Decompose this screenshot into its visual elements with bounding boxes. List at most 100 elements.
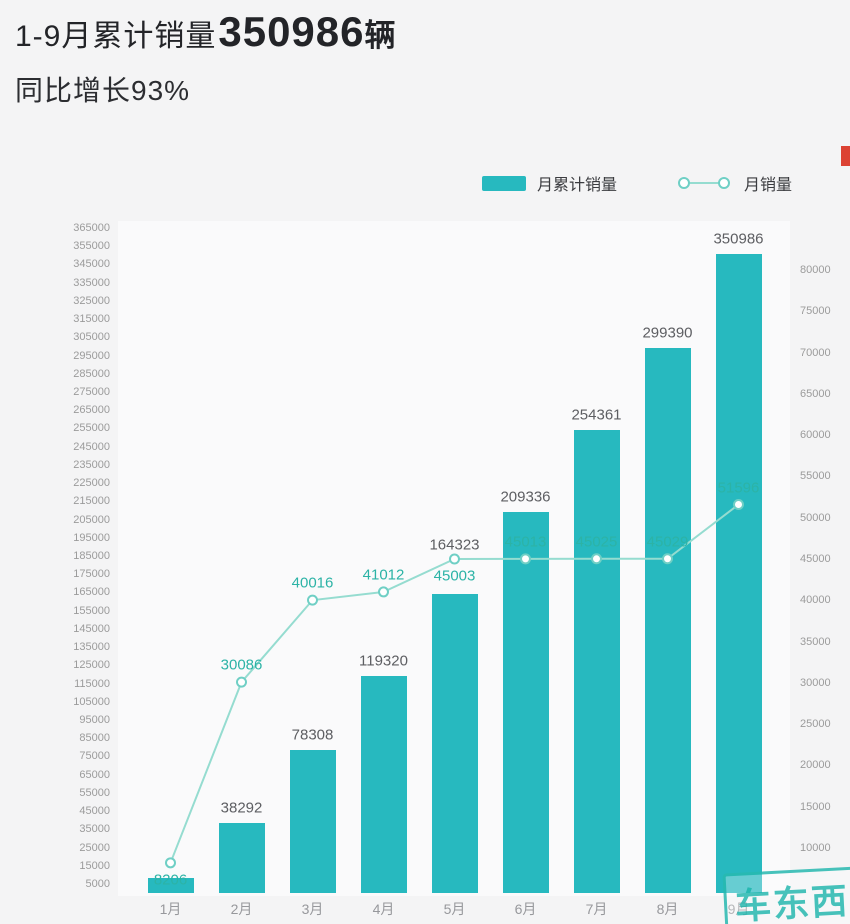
yoy-growth-subtitle: 同比增长93% xyxy=(15,75,191,106)
left-axis-tick-label: 205000 xyxy=(73,513,110,526)
right-axis-tick-label: 55000 xyxy=(800,470,831,483)
cumulative-sales-value-label: 254361 xyxy=(571,406,622,424)
left-axis-tick-label: 285000 xyxy=(73,367,110,380)
left-axis-tick-label: 95000 xyxy=(79,714,110,726)
cumulative-sales-bar xyxy=(289,750,336,893)
left-axis-tick-label: 235000 xyxy=(73,458,110,471)
x-axis-category-label: 2月 xyxy=(230,901,253,917)
left-axis-tick-label: 275000 xyxy=(73,386,110,398)
accent-tab xyxy=(841,146,850,166)
cumulative-sales-bar xyxy=(573,429,620,893)
page-title: 1-9月累计销量 350986 辆 xyxy=(15,8,396,56)
left-axis-tick-label: 65000 xyxy=(79,768,110,781)
left-axis-tick-label: 45000 xyxy=(79,805,110,818)
title-total-number: 350986 xyxy=(218,8,365,55)
chart-legend: 月累计销量 月销量 xyxy=(482,171,792,195)
left-axis-tick-label: 325000 xyxy=(73,294,110,307)
right-axis-tick-label: 50000 xyxy=(800,511,831,524)
monthly-sales-value-label: 45029 xyxy=(646,533,689,551)
legend-bar-label: 月累计销量 xyxy=(537,177,618,194)
left-axis-tick-label: 355000 xyxy=(73,240,110,253)
left-axis-tick-label: 5000 xyxy=(85,878,110,890)
cumulative-sales-value-label: 209336 xyxy=(500,488,551,506)
monthly-sales-value-label: 45025 xyxy=(575,533,618,551)
left-axis-tick-label: 345000 xyxy=(73,258,110,271)
right-axis-tick-label: 60000 xyxy=(800,429,831,442)
cumulative-sales-bar xyxy=(715,253,762,893)
cumulative-sales-bar xyxy=(431,593,478,893)
x-axis-category-label: 9月 xyxy=(727,901,750,917)
line-point-marker xyxy=(378,586,389,598)
monthly-sales-value-label: 41012 xyxy=(362,566,405,584)
left-axis-tick-label: 55000 xyxy=(79,786,110,799)
cumulative-sales-value-label: 164323 xyxy=(429,536,480,554)
left-axis-tick-label: 165000 xyxy=(73,586,110,599)
watermark-text: 车东西 xyxy=(734,880,850,924)
header: 1-9月累计销量 350986 辆 同比增长93% xyxy=(15,8,396,109)
right-axis-tick-label: 80000 xyxy=(800,264,831,276)
title-prefix: 1-9月累计销量 xyxy=(15,20,217,53)
left-axis-tick-label: 255000 xyxy=(73,422,110,435)
cumulative-sales-value-label: 299390 xyxy=(642,324,693,342)
right-axis-tick-label: 45000 xyxy=(800,553,831,565)
cumulative-sales-value-label: 119320 xyxy=(359,652,408,670)
right-axis-tick-label: 10000 xyxy=(800,842,831,854)
x-axis-category-label: 4月 xyxy=(372,901,395,917)
line-point-marker xyxy=(165,857,176,869)
cumulative-sales-bar xyxy=(218,823,265,893)
left-axis-tick-label: 145000 xyxy=(73,622,110,635)
monthly-sales-value-label: 51596 xyxy=(717,479,760,497)
line-series-swatch-icon xyxy=(678,177,731,189)
line-point-marker xyxy=(307,594,318,606)
left-axis-tick-label: 135000 xyxy=(73,641,110,654)
title-unit: 辆 xyxy=(364,18,396,53)
right-axis-tick-label: 15000 xyxy=(800,800,831,813)
right-axis-tick-label: 65000 xyxy=(800,387,831,400)
left-axis-tick-label: 245000 xyxy=(73,440,110,453)
monthly-sales-value-label: 40016 xyxy=(291,574,334,592)
left-axis-tick-label: 185000 xyxy=(73,550,110,562)
x-axis-category-label: 1月 xyxy=(159,901,182,917)
left-axis-tick-label: 295000 xyxy=(73,349,110,362)
cumulative-sales-value-label: 350986 xyxy=(713,230,764,248)
line-point-marker xyxy=(449,553,460,565)
cumulative-sales-bar xyxy=(644,347,691,893)
right-axis-tick-label: 20000 xyxy=(800,759,831,772)
left-axis-tick-label: 265000 xyxy=(73,404,110,417)
left-axis-tick-label: 25000 xyxy=(79,841,110,854)
right-axis-tick-label: 35000 xyxy=(800,635,831,648)
left-axis-tick-label: 125000 xyxy=(73,659,110,672)
left-axis-tick-label: 115000 xyxy=(74,677,110,690)
left-axis-tick-label: 215000 xyxy=(73,495,110,508)
left-axis-tick-label: 315000 xyxy=(73,313,110,326)
monthly-sales-value-label: 45013 xyxy=(504,533,547,551)
right-axis-tick-label: 25000 xyxy=(800,718,831,731)
right-axis-tick-label: 40000 xyxy=(800,594,831,607)
x-axis-category-label: 8月 xyxy=(656,901,679,917)
left-axis-tick-label: 15000 xyxy=(79,859,110,872)
x-axis-category-label: 6月 xyxy=(514,901,537,917)
monthly-sales-value-label: 30086 xyxy=(220,656,263,674)
bar-series-swatch-icon xyxy=(482,175,526,191)
left-axis-tick-label: 105000 xyxy=(73,695,110,708)
left-axis-tick-label: 85000 xyxy=(79,732,110,745)
left-axis-tick-label: 335000 xyxy=(73,276,110,289)
cumulative-sales-bar xyxy=(502,511,549,893)
legend-line-label: 月销量 xyxy=(744,177,793,194)
right-axis-tick-label: 75000 xyxy=(800,305,831,318)
left-axis-tick-label: 195000 xyxy=(73,531,110,544)
cumulative-sales-bar xyxy=(360,675,407,893)
left-axis-tick-label: 35000 xyxy=(79,823,110,836)
left-axis-tick-label: 365000 xyxy=(73,222,110,234)
cumulative-sales-bar xyxy=(147,878,194,893)
legend-item-cumulative-sales[interactable]: 月累计销量 xyxy=(482,171,617,195)
left-axis-tick-label: 225000 xyxy=(73,477,110,490)
legend-item-monthly-sales[interactable]: 月销量 xyxy=(675,171,792,195)
x-axis-category-label: 7月 xyxy=(585,901,608,917)
cumulative-sales-value-label: 38292 xyxy=(220,799,263,817)
line-point-marker xyxy=(236,676,247,688)
left-axis-tick-label: 155000 xyxy=(73,604,110,617)
left-axis-tick-label: 305000 xyxy=(73,331,110,344)
